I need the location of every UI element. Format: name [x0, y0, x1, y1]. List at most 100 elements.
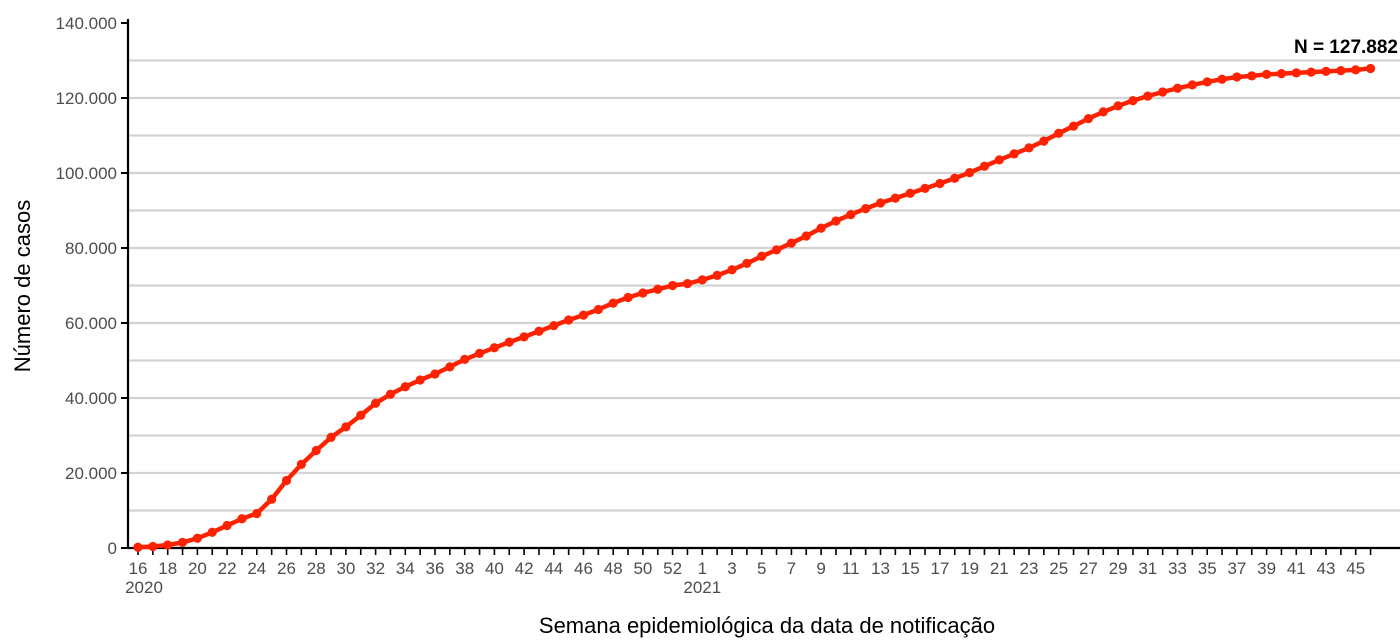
data-point [935, 178, 945, 189]
x-tick-label: 23 [1020, 559, 1039, 578]
data-point [133, 542, 143, 552]
data-point [222, 520, 232, 531]
data-point [1098, 107, 1108, 117]
data-point [1365, 63, 1376, 74]
year-label: 2020 [125, 578, 163, 597]
x-tick-label: 7 [787, 559, 796, 578]
x-tick-label: 17 [930, 559, 949, 578]
x-tick-label: 31 [1138, 559, 1157, 578]
data-point [207, 527, 217, 537]
data-point [1262, 69, 1272, 79]
data-point [920, 183, 930, 193]
data-point [1247, 71, 1257, 81]
data-point [1351, 65, 1361, 75]
data-point [875, 198, 886, 208]
data-point [578, 310, 589, 320]
x-tick-label: 42 [515, 559, 534, 578]
data-point [1009, 149, 1019, 159]
x-axis: 16 18 20 22 24 26 28 30 32 34 36 38 40 42 44 46 48 50 52 1 3… [125, 546, 1400, 597]
data-point [905, 188, 915, 198]
x-tick-label: 28 [307, 559, 326, 578]
x-tick-label: 19 [960, 559, 979, 578]
x-tick-label: 20 [188, 559, 207, 578]
data-point [504, 337, 514, 347]
data-point [1024, 143, 1034, 153]
data-point [326, 432, 336, 442]
x-tick-label: 45 [1346, 559, 1365, 578]
x-tick-label: 22 [218, 559, 237, 578]
y-tick-label: 100.000 [56, 164, 117, 183]
data-point [816, 223, 826, 233]
x-tick-label: 1 [698, 559, 707, 578]
data-point [385, 389, 396, 399]
data-point [965, 168, 975, 178]
x-tick-label: 24 [247, 559, 266, 578]
data-point [786, 238, 797, 248]
y-tick-label: 0 [108, 539, 117, 558]
x-tick-label: 3 [727, 559, 736, 578]
x-tick-label: 52 [663, 559, 682, 578]
y-axis: 0 20.000 40.000 60.000 80.000 100.000 120.000 1… [56, 14, 130, 558]
x-tick-label: 48 [604, 559, 623, 578]
data-point [608, 298, 618, 308]
data-point [341, 422, 351, 432]
data-point [1276, 69, 1287, 79]
data-point [1128, 96, 1138, 106]
x-tick-label: 30 [336, 559, 355, 578]
x-tick-label: 9 [816, 559, 825, 578]
data-point [163, 540, 173, 550]
data-point [252, 508, 262, 519]
x-tick-label: 5 [757, 559, 766, 578]
data-point [460, 354, 470, 364]
x-axis-title: Semana epidemiológica da data de notific… [539, 613, 995, 638]
x-tick-label: 15 [901, 559, 920, 578]
x-tick-label: 25 [1049, 559, 1068, 578]
x-tick-label: 39 [1257, 559, 1276, 578]
data-point [430, 369, 440, 379]
x-tick-label: 18 [158, 559, 177, 578]
data-point [801, 231, 811, 241]
data-point [519, 332, 529, 342]
data-point [177, 537, 188, 547]
x-tick-label: 34 [396, 559, 415, 578]
data-point [296, 459, 306, 469]
total-annotation: N = 127.882 [1294, 37, 1398, 58]
y-tick-label: 140.000 [56, 14, 117, 33]
data-point [623, 292, 633, 303]
x-tick-label: 26 [277, 559, 296, 578]
data-point [757, 251, 767, 261]
series-line [137, 66, 1371, 550]
data-point [1217, 74, 1227, 84]
data-point [831, 216, 841, 226]
data-point [712, 270, 722, 280]
data-point [564, 315, 574, 325]
data-point [1172, 83, 1183, 93]
data-point [148, 541, 158, 552]
data-point [1306, 67, 1316, 77]
x-tick-label: 21 [990, 559, 1009, 578]
data-point [890, 193, 900, 203]
data-point [192, 533, 202, 543]
data-point [1158, 87, 1168, 97]
data-point [638, 288, 648, 298]
x-tick-label: 13 [871, 559, 890, 578]
data-point [1336, 66, 1346, 76]
y-tick-label: 20.000 [65, 464, 117, 483]
x-tick-label: 43 [1317, 559, 1336, 578]
data-point [682, 279, 693, 289]
data-point [1187, 80, 1197, 90]
data-point [979, 161, 990, 171]
series-cases [133, 63, 1376, 552]
x-tick-label: 29 [1109, 559, 1128, 578]
x-tick-label: 46 [574, 559, 593, 578]
data-point [697, 275, 707, 285]
data-point [400, 382, 410, 392]
y-tick-label: 120.000 [56, 89, 117, 108]
y-tick-label: 60.000 [65, 314, 117, 333]
data-point [1143, 91, 1153, 101]
data-point [1083, 114, 1093, 124]
data-point [1068, 121, 1079, 131]
data-point [1232, 72, 1242, 82]
data-point [1113, 101, 1123, 111]
x-tick-label: 32 [366, 559, 385, 578]
